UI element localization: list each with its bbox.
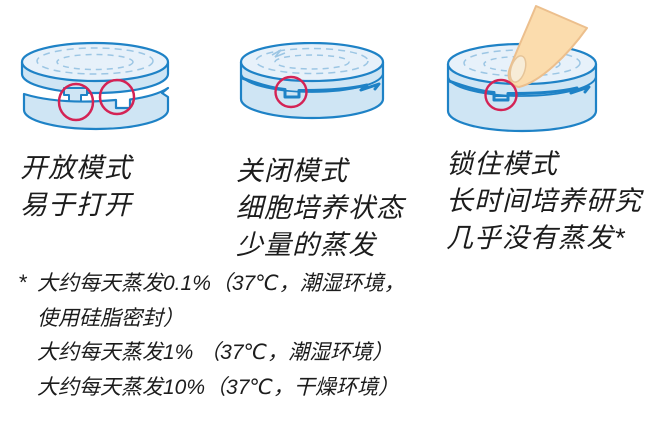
closed-mode-label-line-3: 少量的蒸发 [236,230,376,260]
base-with-notch [22,86,170,131]
footnote-line-3: 大约每天蒸发1% （37℃，潮湿环境） [37,341,394,364]
lid-dashed-ring-outer [36,47,154,75]
footnote: * 大约每天蒸发0.1%（37℃，潮湿环境， 使用硅脂密封） 大约每天蒸发1% （… [18,266,405,405]
locked-mode-label-line-2: 长时间培养研究 [446,186,642,216]
open-mode-label-line-2: 易于打开 [20,190,132,220]
highlight-ring-notch [484,78,518,112]
open-mode-label-line-1: 开放模式 [20,153,132,183]
petri-dish-open-illustration [20,41,170,131]
petri-dish-locked-illustration [446,5,598,133]
lid-dashed-ring-inner [483,55,561,73]
highlight-ring-notch [98,78,136,116]
lid-top [239,42,385,83]
footnote-line-1-text: 大约每天蒸发0.1%（37℃，潮湿环境， [37,272,405,295]
footnote-line-1: * 大约每天蒸发0.1%（37℃，潮湿环境， [18,266,405,302]
closed-mode-label-line-1: 关闭模式 [236,156,348,186]
rim-seam-with-notch [447,79,591,102]
petri-dish-closed-illustration [239,42,385,120]
lid-reflection-squiggle [271,49,286,58]
open-mode-label: 开放模式 易于打开 [20,150,132,224]
locked-mode-label-line-1: 锁住模式 [446,149,558,179]
footnote-line-4: 大约每天蒸发10%（37℃，干燥环境） [37,375,399,399]
closed-mode-label-line-2: 细胞培养状态 [236,193,404,223]
locked-mode-label-line-3: 几乎没有蒸发* [446,223,626,253]
lid-dashed-ring-outer [255,47,369,75]
footnote-asterisk: * [18,270,27,295]
highlight-ring-tab [57,82,95,122]
footnote-line-2: 使用硅脂密封） [37,306,184,330]
lid-dashed-ring-inner [56,53,134,71]
rim-seam-with-notch [240,76,381,99]
closed-mode-label: 关闭模式 细胞培养状态 少量的蒸发 [236,153,404,264]
fingernail [509,55,527,83]
highlight-ring-notch [274,75,308,109]
lid-dashed-ring-inner [274,54,350,70]
locked-mode-label: 锁住模式 长时间培养研究 几乎没有蒸发* [446,146,642,257]
